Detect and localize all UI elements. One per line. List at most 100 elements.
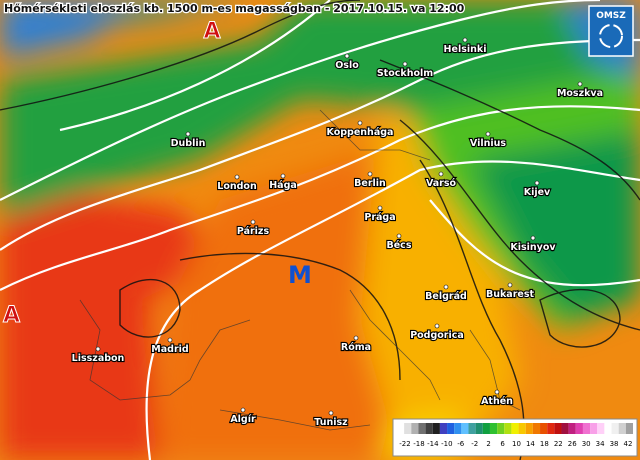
legend-label: 42: [624, 440, 633, 448]
city-dot: [494, 389, 500, 395]
legend-swatch: [540, 423, 548, 434]
legend-swatch: [461, 423, 469, 434]
city-label: Dublin: [171, 138, 206, 149]
coastlines: [79, 109, 521, 431]
legend-swatch: [618, 423, 626, 434]
legend-swatch: [482, 423, 490, 434]
city-dot: [577, 81, 583, 87]
legend-swatch: [397, 423, 405, 434]
city-dot: [367, 171, 373, 177]
legend-swatch: [547, 423, 555, 434]
legend-label: -14: [427, 440, 439, 448]
legend-label: 10: [512, 440, 521, 448]
legend-swatch: [575, 423, 583, 434]
legend-swatch: [518, 423, 526, 434]
legend-label: -6: [457, 440, 465, 448]
city-label: Kisinyov: [510, 242, 556, 253]
city-label: Bécs: [387, 240, 412, 251]
legend-swatch: [489, 423, 498, 434]
city-label: Vilnius: [470, 138, 506, 149]
city-label: Róma: [341, 342, 371, 353]
city-label: Hága: [269, 180, 297, 191]
city-dot: [507, 282, 513, 288]
city-dot: [328, 410, 334, 416]
city-dot: [462, 37, 468, 43]
legend-label: 22: [554, 440, 563, 448]
city-dot: [530, 235, 536, 241]
legend-swatch: [439, 423, 448, 434]
city-label: London: [217, 181, 257, 192]
legend-swatch: [561, 423, 569, 434]
city-dot: [167, 337, 173, 343]
city-label: Tunisz: [314, 417, 348, 428]
city-label: Kijev: [524, 187, 551, 198]
logo-box: [588, 5, 634, 57]
legend-label: 2: [486, 440, 490, 448]
legend-swatch: [568, 423, 576, 434]
logo-swirl: [599, 24, 623, 48]
title: Hőmérsékleti eloszlás kb. 1500 m-es maga…: [4, 2, 465, 15]
legend-swatch: [404, 423, 412, 434]
city-dot: [434, 323, 440, 329]
legend-label: -10: [441, 440, 452, 448]
city-label: Podgorica: [410, 330, 464, 341]
city-label: Stockholm: [377, 68, 433, 79]
city-label: Helsinki: [444, 44, 487, 55]
city-label: Párizs: [237, 226, 270, 237]
legend-swatch: [432, 423, 440, 434]
legend-label: -18: [413, 440, 424, 448]
city-dot: [353, 335, 359, 341]
legend-label: 34: [596, 440, 605, 448]
city-label: Varsó: [426, 178, 457, 189]
legend-label: 18: [540, 440, 549, 448]
city-label: Bukarest: [486, 289, 535, 300]
high-pressure-mark: A: [203, 19, 220, 44]
city-label: Moszkva: [557, 88, 603, 99]
city-label: Lisszabon: [72, 353, 125, 364]
legend-swatch: [532, 423, 541, 434]
legend-swatch: [504, 423, 512, 434]
legend-swatch: [411, 423, 419, 434]
city-label: Athén: [481, 396, 513, 407]
city-dot: [534, 180, 540, 186]
legend-swatch: [511, 423, 519, 434]
legend-swatch: [468, 423, 476, 434]
high-pressure-mark: A: [3, 303, 20, 328]
legend-swatch: [454, 423, 462, 434]
legend-swatch: [582, 423, 591, 434]
city-dot: [234, 174, 240, 180]
city-dot: [240, 407, 246, 413]
legend-swatch: [554, 423, 562, 434]
city-dot: [95, 346, 101, 352]
legend-swatch: [611, 423, 619, 434]
city-dot: [357, 120, 363, 126]
legend-label: 26: [568, 440, 577, 448]
city-dot: [485, 131, 491, 137]
city-dot: [377, 205, 383, 211]
logo: OMSZ: [588, 5, 634, 57]
legend-swatch: [525, 423, 533, 434]
city-label: Prága: [364, 212, 395, 223]
legend: -22 -18 -14 -10 -6 -2 2 6 10 14 18 22 26 30 34 38 42: [392, 418, 638, 457]
city-label: Koppenhága: [327, 127, 394, 138]
legend-label: 30: [582, 440, 591, 448]
legend-swatch: [597, 423, 605, 434]
city-label: Berlin: [354, 178, 386, 189]
city-label: Oslo: [335, 60, 359, 71]
legend-swatch: [418, 423, 426, 434]
city-label: Algír: [230, 414, 256, 425]
city-dot: [250, 219, 256, 225]
legend-swatch: [604, 423, 612, 434]
legend-swatch: [625, 423, 633, 434]
city-dot: [402, 61, 408, 67]
legend-label: -22: [399, 440, 410, 448]
legend-swatch: [475, 423, 483, 434]
city-label: Madrid: [151, 344, 188, 355]
legend-label: -2: [471, 440, 478, 448]
legend-label: 14: [526, 440, 535, 448]
legend-swatch: [447, 423, 455, 434]
